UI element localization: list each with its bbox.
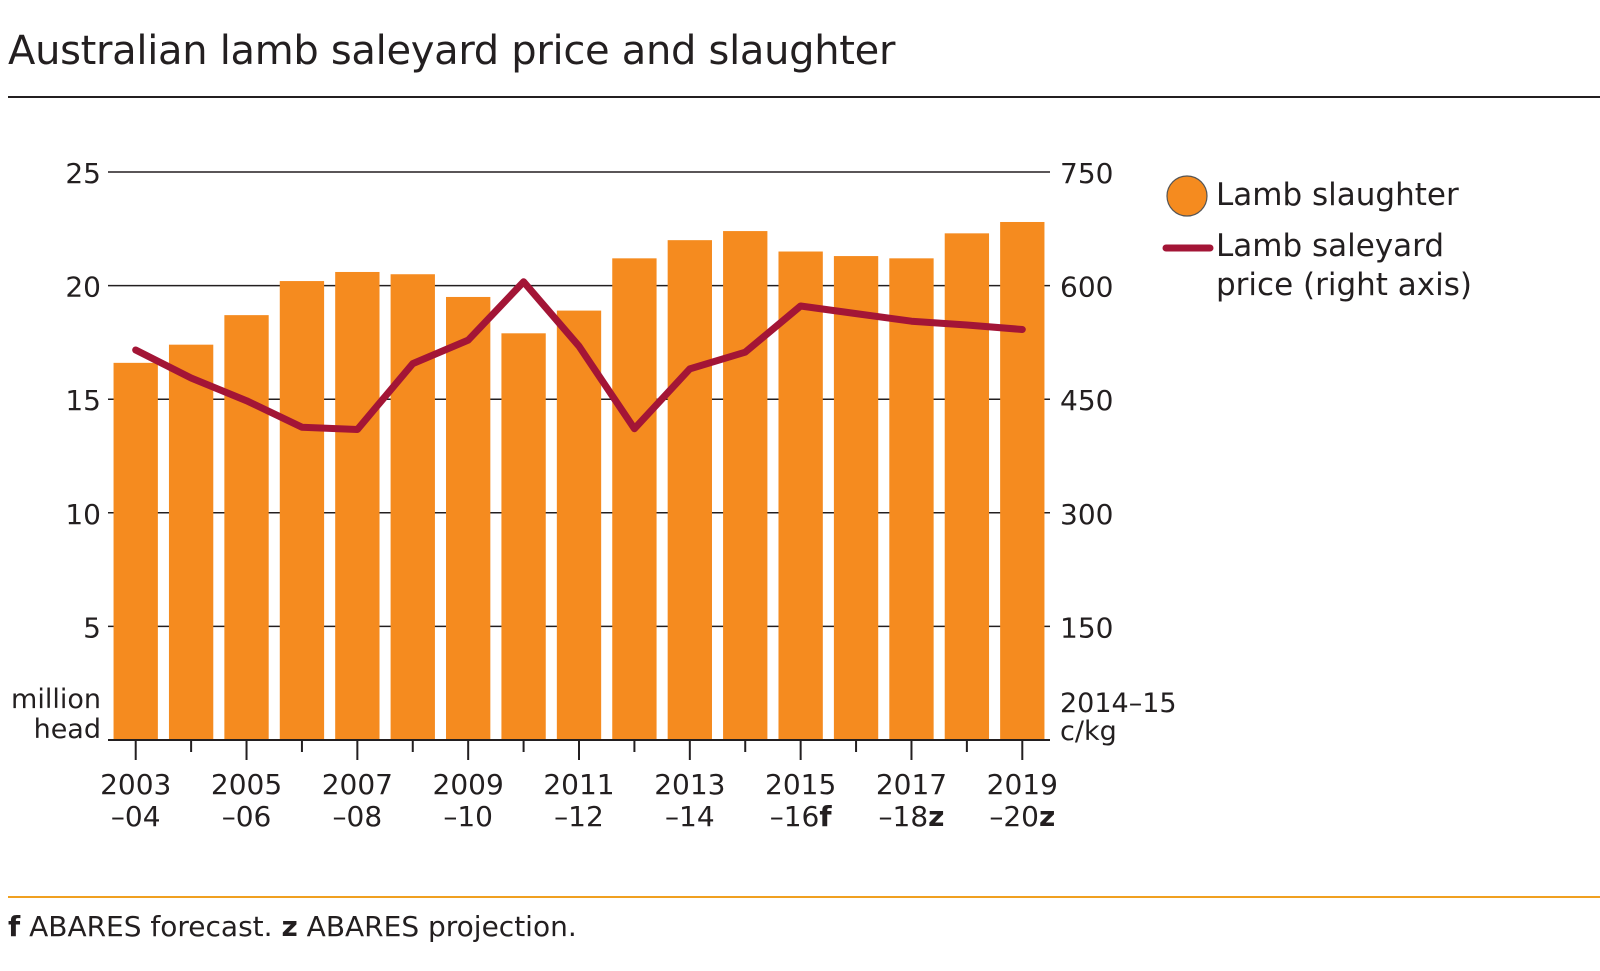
legend-label: Lamb slaughter [1216,177,1459,213]
y-right-tick-label: 600 [1060,271,1113,304]
bar [390,274,435,740]
x-tick-suffix: –12 [554,800,604,833]
bar [335,271,380,740]
y-left-tick-label: 15 [65,384,101,417]
legend-circle-icon [1166,175,1208,217]
x-tick-suffix: –16 [770,800,820,833]
legend-label: price (right axis) [1216,267,1472,303]
x-tick-label-suffix: –20z [989,800,1055,833]
y-right-unit-label: c/kg [1060,716,1117,747]
bar [667,240,712,740]
bar [113,362,158,740]
bar [1000,221,1045,740]
y-left-tick-label: 10 [65,498,101,531]
footnote-z-marker: z [281,910,298,943]
y-left-unit-label: million [11,684,101,715]
x-tick-label-suffix: –12 [554,800,604,833]
x-tick-label-suffix: –06 [222,800,272,833]
x-tick-label-year: 2017 [876,768,947,801]
y-left-unit-label: head [34,714,101,745]
bar [723,231,768,740]
bar [224,315,269,740]
x-axis-labels: 2003–042005–062007–082009–102011–122013–… [100,768,1058,833]
y-right-tick-label: 450 [1060,384,1113,417]
x-tick-suffix: –04 [111,800,161,833]
footnote-f-text: ABARES forecast. [20,910,282,943]
x-tick-label-suffix: –04 [111,800,161,833]
chart-title: Australian lamb saleyard price and slaug… [8,28,896,74]
y-left-tick-label: 5 [83,611,101,644]
bar-series [113,221,1045,740]
x-tick-suffix: –06 [222,800,272,833]
x-tick-label-year: 2011 [543,768,614,801]
y-right-unit-label: 2014–15 [1060,688,1177,719]
bar [778,251,823,740]
y-right-tick-label: 150 [1060,611,1113,644]
x-tick-label-year: 2015 [765,768,836,801]
x-tick-label-year: 2009 [433,768,504,801]
x-tick-label-suffix: –10 [443,800,493,833]
bar [833,256,879,740]
x-tick-marker: z [928,800,944,833]
x-tick-label-suffix: –08 [333,800,383,833]
x-tick-suffix: –14 [665,800,715,833]
title-underline [8,96,1600,98]
x-tick-label-year: 2003 [100,768,171,801]
footnote: f ABARES forecast. z ABARES projection. [8,910,577,943]
x-tick-label-suffix: –16f [770,800,833,833]
bar [446,296,491,740]
bar [612,258,657,740]
y-right-tick-label: 300 [1060,498,1113,531]
bar [944,233,990,740]
line-series [132,278,1026,433]
x-tick-label-year: 2005 [211,768,282,801]
x-tick-suffix: –10 [443,800,493,833]
x-tick-label-year: 2007 [322,768,393,801]
x-tick-label-suffix: –18z [879,800,945,833]
bar [501,333,546,740]
x-tick-suffix: –08 [333,800,383,833]
x-tick-suffix: –20 [989,800,1039,833]
bar [168,344,214,740]
x-tick-label-year: 2013 [654,768,725,801]
x-tick-suffix: –18 [879,800,929,833]
bar [556,310,602,740]
y-right-tick-label: 750 [1060,157,1113,190]
footnote-rule [8,896,1600,898]
x-tick-marker: f [819,800,832,833]
footnote-z-text: ABARES projection. [297,910,577,943]
bar [889,258,934,740]
bar [279,281,325,740]
footnote-f-marker: f [8,910,21,943]
axes [108,739,1050,760]
y-left-tick-label: 25 [65,157,101,190]
y-left-tick-label: 20 [65,271,101,304]
legend-label: Lamb saleyard [1216,228,1444,264]
x-tick-label-year: 2019 [987,768,1058,801]
x-tick-marker: z [1039,800,1055,833]
x-tick-label-suffix: –14 [665,800,715,833]
